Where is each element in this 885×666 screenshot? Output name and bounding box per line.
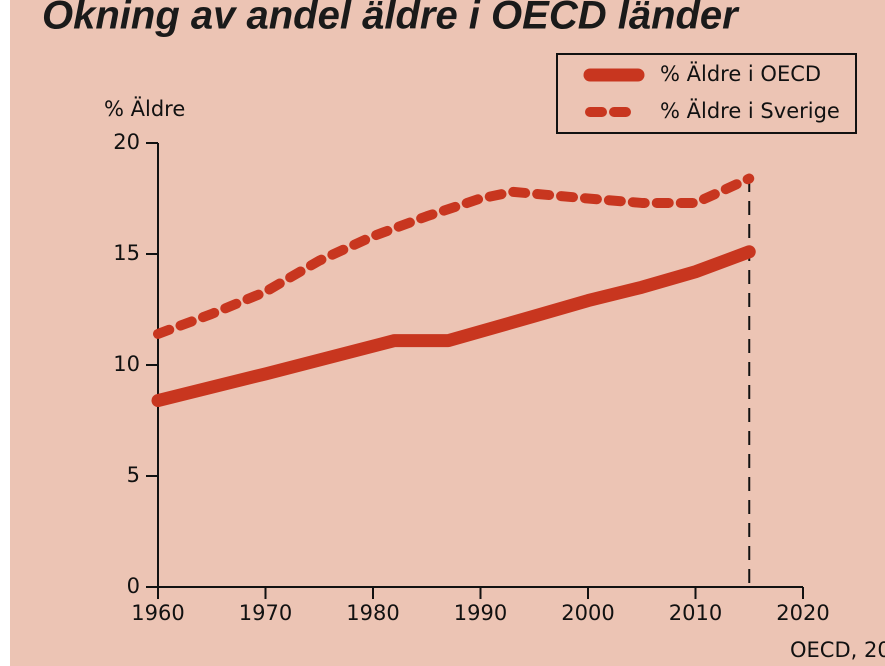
- line: [153, 173, 755, 339]
- y-tick-label: 10: [113, 352, 140, 376]
- y-tick-label: 20: [113, 130, 140, 154]
- line: [151, 245, 756, 408]
- y-axis-label: % Äldre: [104, 96, 185, 121]
- legend-label: % Äldre i OECD: [660, 61, 821, 86]
- x-tick-label: 2000: [561, 601, 614, 625]
- x-tick-label: 1960: [131, 601, 184, 625]
- chart-title: Okning av andel äldre i OECD länder: [42, 0, 740, 38]
- source: OECD, 20: [790, 638, 885, 662]
- x-tick-label: 2020: [776, 601, 829, 625]
- x-tick-label: 1990: [454, 601, 507, 625]
- legend-label: % Äldre i Sverige: [660, 98, 840, 123]
- y-tick-label: 0: [127, 574, 140, 598]
- y-tick-label: 15: [113, 241, 140, 265]
- legend-box: [556, 53, 857, 134]
- y-tick-label: 5: [127, 463, 140, 487]
- x-tick-label: 2010: [669, 601, 722, 625]
- x-tick-label: 1970: [239, 601, 292, 625]
- x-tick-label: 1980: [346, 601, 399, 625]
